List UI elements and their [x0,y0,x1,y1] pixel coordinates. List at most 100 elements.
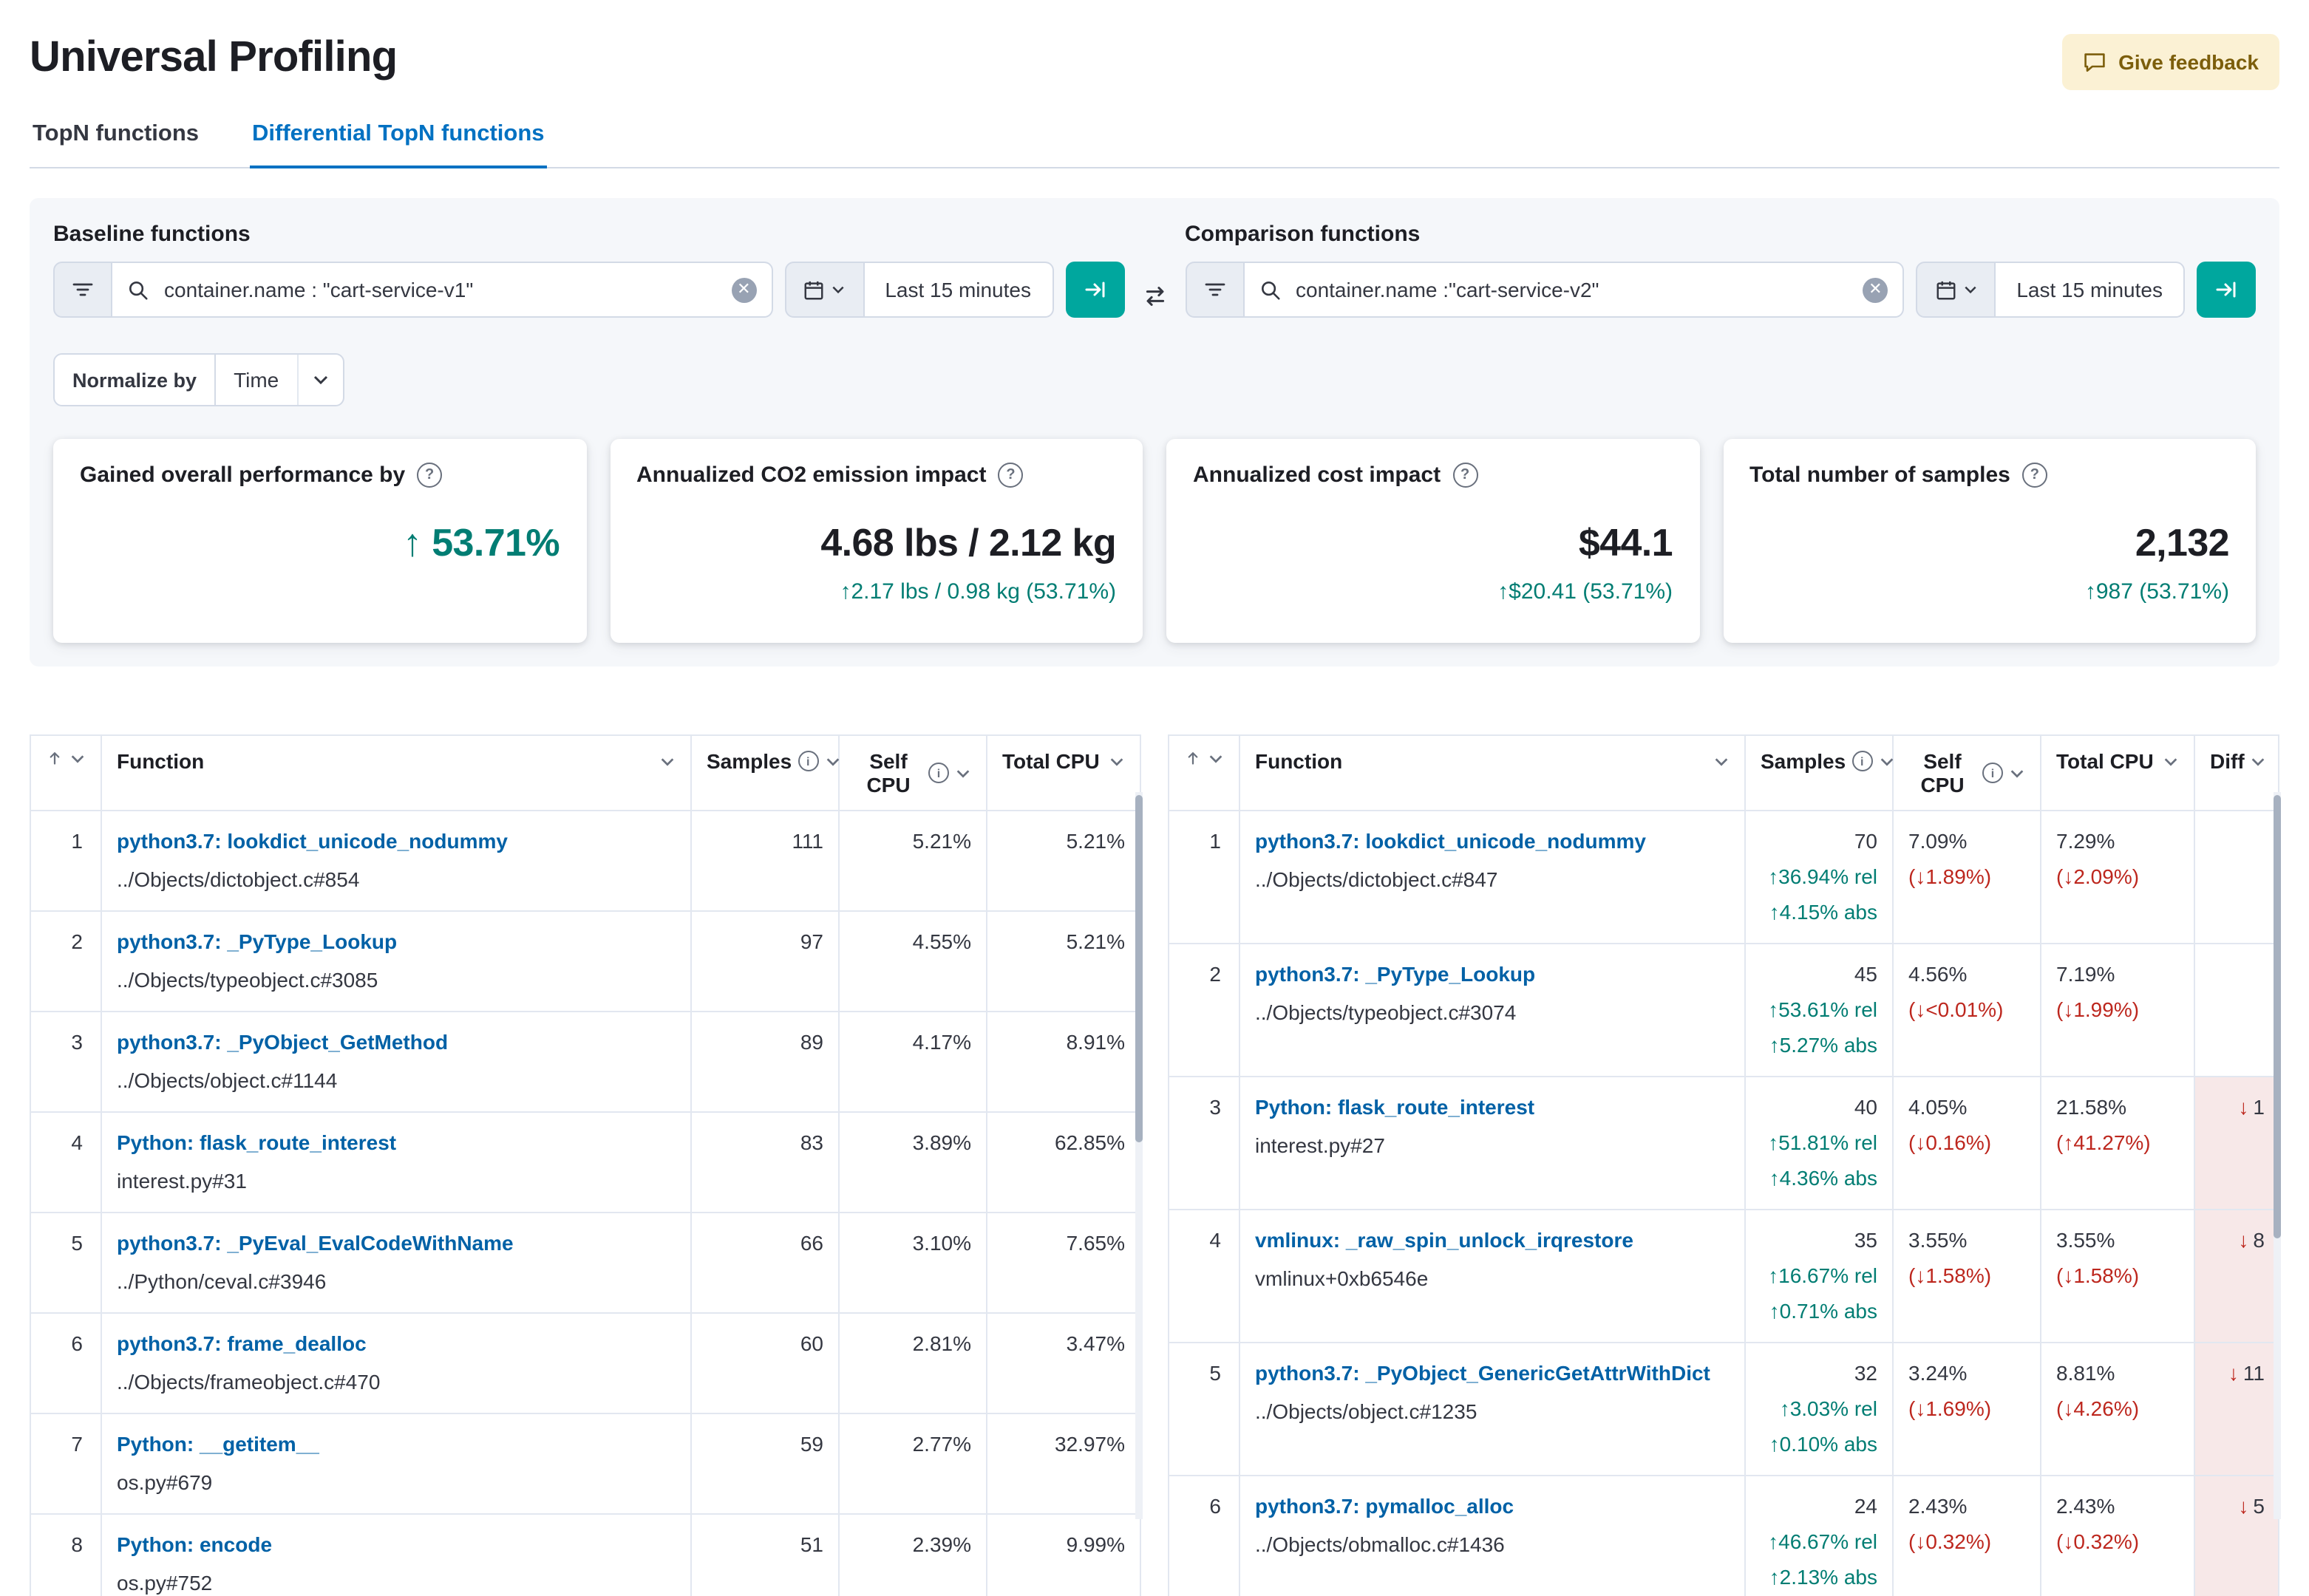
calendar-icon [1934,279,1956,301]
function-link[interactable]: python3.7: pymalloc_alloc [1255,1494,1514,1518]
function-column-header[interactable]: Function [101,734,692,811]
function-cell: python3.7: _PyObject_GetMethod ../Object… [101,1011,692,1113]
give-feedback-button[interactable]: Give feedback [2062,34,2279,90]
self-cpu-value: 7.09% [1908,829,1968,853]
function-link[interactable]: python3.7: _PyEval_EvalCodeWithName [117,1231,514,1255]
samples-column-header[interactable]: Samples i [1744,734,1894,811]
card-title: Total number of samples [1749,463,2010,488]
summary-cards: Gained overall performance by ? ↑ 53.71%… [53,439,2256,643]
cost-delta: ↑$20.41 (53.71%) [1497,579,1673,604]
total-cpu-value: 21.58% [2056,1095,2126,1119]
total-cpu-value: 7.29% [2056,829,2115,853]
baseline-datepicker-button[interactable] [784,262,865,318]
function-link[interactable]: vmlinux: _raw_spin_unlock_irqrestore [1255,1228,1633,1252]
samples-column-header[interactable]: Samples i [690,734,840,811]
self-cpu-delta: (↓1.89%) [1908,864,1992,888]
swap-sides-icon[interactable] [1142,284,1167,309]
comparison-query-input[interactable] [1293,276,1863,303]
function-cell: python3.7: _PyType_Lookup ../Objects/typ… [101,910,692,1012]
comparison-label: Comparison functions [1185,222,1421,247]
comparison-clear-icon[interactable]: ✕ [1863,277,1888,302]
total-cpu-value: 7.19% [2056,962,2115,986]
function-cell: Python: encode os.py#752 [101,1513,692,1596]
self-cpu-value: 2.81% [838,1312,987,1414]
samples-rel-delta: ↑36.94% rel [1768,864,1877,888]
help-icon[interactable]: ? [998,463,1024,488]
total-cpu-column-header[interactable]: Total CPU [986,734,1141,811]
scrollbar[interactable] [1135,792,1143,1519]
samples-cell: 45 ↑53.61% rel ↑5.27% abs [1744,943,1894,1077]
filter-icon [1203,278,1226,301]
rank-sort-header[interactable] [1168,734,1240,811]
function-link[interactable]: python3.7: _PyType_Lookup [1255,962,1536,986]
samples-value: 24 [1854,1494,1877,1518]
row-rank: 2 [30,910,102,1012]
table-row: 8 Python: encode os.py#752 51 2.39% 9.99… [30,1513,1141,1596]
rank-diff-cell: ↓ 5 [2194,1475,2279,1596]
comparison-time-range[interactable]: Last 15 minutes [1996,262,2185,318]
function-link[interactable]: Python: flask_route_interest [117,1130,397,1154]
table-row: 3 python3.7: _PyObject_GetMethod ../Obje… [30,1011,1141,1113]
baseline-time-range[interactable]: Last 15 minutes [864,262,1053,318]
co2-delta: ↑2.17 lbs / 0.98 kg (53.71%) [840,579,1116,604]
function-cell: python3.7: lookdict_unicode_nodummy ../O… [1239,810,1746,944]
feedback-icon [2083,50,2106,74]
function-link[interactable]: python3.7: lookdict_unicode_nodummy [1255,829,1646,853]
self-cpu-column-header[interactable]: Self CPU i [1892,734,2041,811]
help-icon[interactable]: ? [2021,463,2047,488]
help-icon[interactable]: ? [417,463,443,488]
row-rank: 2 [1168,943,1240,1077]
sort-arrow-up-icon [50,752,60,765]
function-link[interactable]: Python: __getitem__ [117,1432,319,1456]
chevron-down-icon [71,754,84,763]
chevron-down-icon [1715,757,1728,765]
self-cpu-value: 4.56% [1908,962,1968,986]
chevron-down-icon [956,769,970,777]
function-cell: python3.7: _PyType_Lookup ../Objects/typ… [1239,943,1746,1077]
diff-column-header[interactable]: Diff [2194,734,2279,811]
samples-value: 60 [690,1312,840,1414]
function-link[interactable]: python3.7: _PyObject_GenericGetAttrWithD… [1255,1361,1710,1385]
function-link[interactable]: Python: flask_route_interest [1255,1095,1535,1119]
total-cpu-value: 5.21% [986,810,1141,912]
comparison-apply-button[interactable] [2197,262,2256,318]
self-cpu-column-header[interactable]: Self CPU i [838,734,987,811]
self-cpu-value: 2.43% [1908,1494,1968,1518]
function-link[interactable]: python3.7: _PyObject_GetMethod [117,1030,449,1054]
baseline-filter-button[interactable] [53,262,112,318]
help-icon[interactable]: ? [1452,463,1478,488]
total-cpu-value: 62.85% [986,1111,1141,1213]
function-link[interactable]: python3.7: _PyType_Lookup [117,930,398,953]
function-link[interactable]: Python: encode [117,1532,273,1556]
comparison-datepicker-button[interactable] [1916,262,1996,318]
table-row: 6 python3.7: frame_dealloc ../Objects/fr… [30,1312,1141,1414]
function-cell: python3.7: lookdict_unicode_nodummy ../O… [101,810,692,912]
chevron-down-icon[interactable] [296,355,342,405]
total-cpu-cell: 3.55% (↓1.58%) [2040,1209,2195,1343]
baseline-apply-button[interactable] [1065,262,1124,318]
function-cell: python3.7: pymalloc_alloc ../Objects/obm… [1239,1475,1746,1596]
row-rank: 8 [30,1513,102,1596]
normalize-by-control: Normalize by Time [53,353,344,406]
scrollbar[interactable] [2274,792,2281,1519]
self-cpu-cell: 3.24% (↓1.69%) [1892,1342,2041,1476]
function-column-header[interactable]: Function [1239,734,1746,811]
self-cpu-value: 3.10% [838,1212,987,1314]
function-link[interactable]: python3.7: frame_dealloc [117,1331,367,1355]
comparison-panel: Baseline functions ✕ [30,198,2279,666]
feedback-label: Give feedback [2118,50,2259,74]
rank-sort-header[interactable] [30,734,102,811]
normalize-by-value[interactable]: Time [234,368,279,392]
function-link[interactable]: python3.7: lookdict_unicode_nodummy [117,829,508,853]
samples-value: 2,132 [2135,520,2230,565]
baseline-query-input[interactable] [161,276,732,303]
baseline-clear-icon[interactable]: ✕ [731,277,757,302]
tab-topn-functions[interactable]: TopN functions [33,121,199,146]
tab-differential-topn-functions[interactable]: Differential TopN functions [249,112,548,168]
total-cpu-column-header[interactable]: Total CPU [2040,734,2195,811]
comparison-filter-button[interactable] [1185,262,1244,318]
card-title: Annualized CO2 emission impact [636,463,987,488]
row-rank: 4 [30,1111,102,1213]
chevron-down-icon [2252,757,2265,765]
